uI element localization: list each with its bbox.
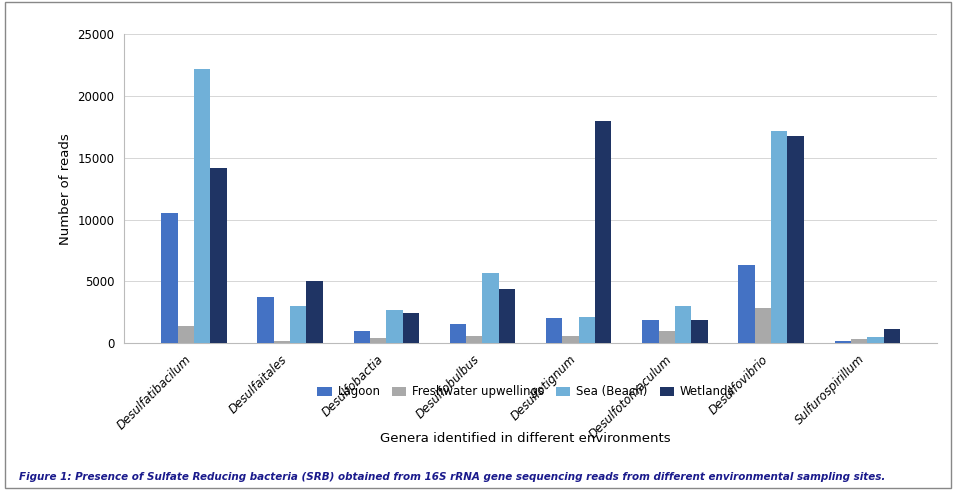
Bar [449, 324, 467, 343]
Bar [499, 289, 515, 343]
Bar [675, 306, 691, 343]
Bar [370, 338, 386, 343]
Bar [162, 213, 178, 343]
Bar [595, 121, 612, 343]
Bar [867, 337, 883, 343]
Y-axis label: Number of reads: Number of reads [59, 133, 72, 245]
Bar [386, 310, 402, 343]
Bar [178, 326, 194, 343]
Bar [771, 131, 788, 343]
Bar [402, 314, 419, 343]
Bar [659, 331, 675, 343]
Bar [257, 297, 273, 343]
Text: Genera identified in different environments: Genera identified in different environme… [380, 432, 671, 445]
Bar [354, 331, 370, 343]
Bar [788, 136, 804, 343]
Bar [194, 69, 210, 343]
Bar [562, 336, 578, 343]
Bar [546, 318, 562, 343]
Bar [307, 281, 323, 343]
Bar [483, 272, 499, 343]
Bar [290, 306, 307, 343]
Bar [691, 319, 707, 343]
Bar [273, 341, 290, 343]
Bar [754, 308, 771, 343]
Legend: Lagoon, Freshwater upwellings, Sea (Beach), Wetlands: Lagoon, Freshwater upwellings, Sea (Beac… [313, 381, 739, 403]
Bar [467, 336, 483, 343]
Bar [642, 319, 659, 343]
Bar [578, 317, 595, 343]
Bar [835, 341, 851, 343]
Bar [851, 339, 867, 343]
Text: Figure 1: Presence of Sulfate Reducing bacteria (SRB) obtained from 16S rRNA gen: Figure 1: Presence of Sulfate Reducing b… [19, 472, 885, 482]
Bar [210, 168, 227, 343]
Bar [883, 329, 900, 343]
Bar [738, 265, 754, 343]
